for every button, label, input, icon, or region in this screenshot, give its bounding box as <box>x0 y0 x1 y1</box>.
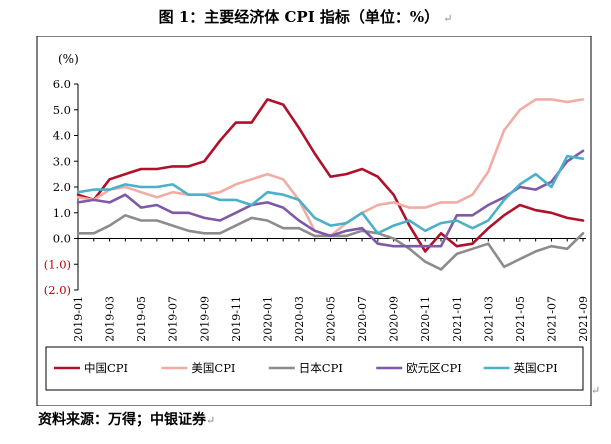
x-tick-label: 2019-07 <box>167 296 180 342</box>
y-axis: (2.0) (1.0) 0.0 1.0 2.0 3.0 4.0 5.0 6.0 <box>44 77 79 297</box>
y-tick-label: 4.0 <box>53 129 71 143</box>
source-paragraph-mark-icon: ↵ <box>206 414 216 427</box>
x-tick-label: 2020-09 <box>388 296 401 342</box>
y-tick-label: 0.0 <box>53 232 71 246</box>
x-tick-label: 2021-09 <box>577 296 590 342</box>
paragraph-mark-icon: ↵ <box>443 12 453 25</box>
x-tick-label: 2020-11 <box>419 296 432 342</box>
y-tick-label: 5.0 <box>53 103 71 117</box>
x-tick-label: 2021-03 <box>482 296 495 342</box>
series-lines <box>76 98 585 271</box>
legend-label: 美国CPI <box>191 361 235 375</box>
x-tick-label: 2020-07 <box>356 296 369 342</box>
y-tick-label: 2.0 <box>53 180 71 194</box>
chart-title-text: 图 1：主要经济体 CPI 指标（单位：%） <box>158 8 440 26</box>
x-tick-label: 2019-01 <box>72 296 85 342</box>
x-tick-label: 2019-09 <box>198 296 211 342</box>
x-tick-label: 2020-05 <box>325 296 338 342</box>
frame-paragraph-mark-icon: ↵ <box>591 384 601 397</box>
y-tick-label: 1.0 <box>53 206 71 220</box>
x-tick-label: 2021-05 <box>514 296 527 342</box>
series-line-日本CPI <box>76 214 585 271</box>
legend: 中国CPI 美国CPI 日本CPI 欧元区CPI 英国CPI <box>45 346 584 391</box>
y-tick-label: 3.0 <box>53 154 71 168</box>
source-text: 资料来源：万得；中银证券 <box>38 412 206 428</box>
x-tick-label: 2020-01 <box>261 296 274 342</box>
y-unit-label: (%) <box>58 52 79 66</box>
series-line-中国CPI <box>76 98 585 253</box>
series-line-欧元区CPI <box>76 149 585 248</box>
y-tick-label: (2.0) <box>44 283 71 297</box>
x-axis: 2019-01 2019-03 2019-05 2019-07 2019-09 2019-… <box>72 238 590 342</box>
x-tick-label: 2019-11 <box>230 296 243 342</box>
x-tick-label: 2019-03 <box>104 296 117 342</box>
legend-label: 欧元区CPI <box>406 361 462 375</box>
x-tick-label: 2021-01 <box>451 296 464 342</box>
cpi-line-chart: (%) (2.0) (1.0) 0.0 1.0 2.0 3.0 4.0 5.0 6.0 2019… <box>36 36 592 406</box>
legend-label: 中国CPI <box>84 361 128 375</box>
legend-label: 日本CPI <box>299 361 343 375</box>
series-line-英国CPI <box>76 154 585 235</box>
y-tick-label: (1.0) <box>44 257 71 271</box>
x-tick-label: 2019-05 <box>135 296 148 342</box>
series-line-美国CPI <box>76 98 585 238</box>
legend-label: 英国CPI <box>514 361 558 375</box>
chart-title: 图 1：主要经济体 CPI 指标（单位：%） ↵ <box>0 6 611 27</box>
chart-frame <box>36 36 592 406</box>
source-note: 资料来源：万得；中银证券↵ <box>38 409 215 429</box>
x-tick-label: 2020-03 <box>293 296 306 342</box>
x-tick-label: 2021-07 <box>545 296 558 342</box>
y-tick-label: 6.0 <box>53 77 71 91</box>
